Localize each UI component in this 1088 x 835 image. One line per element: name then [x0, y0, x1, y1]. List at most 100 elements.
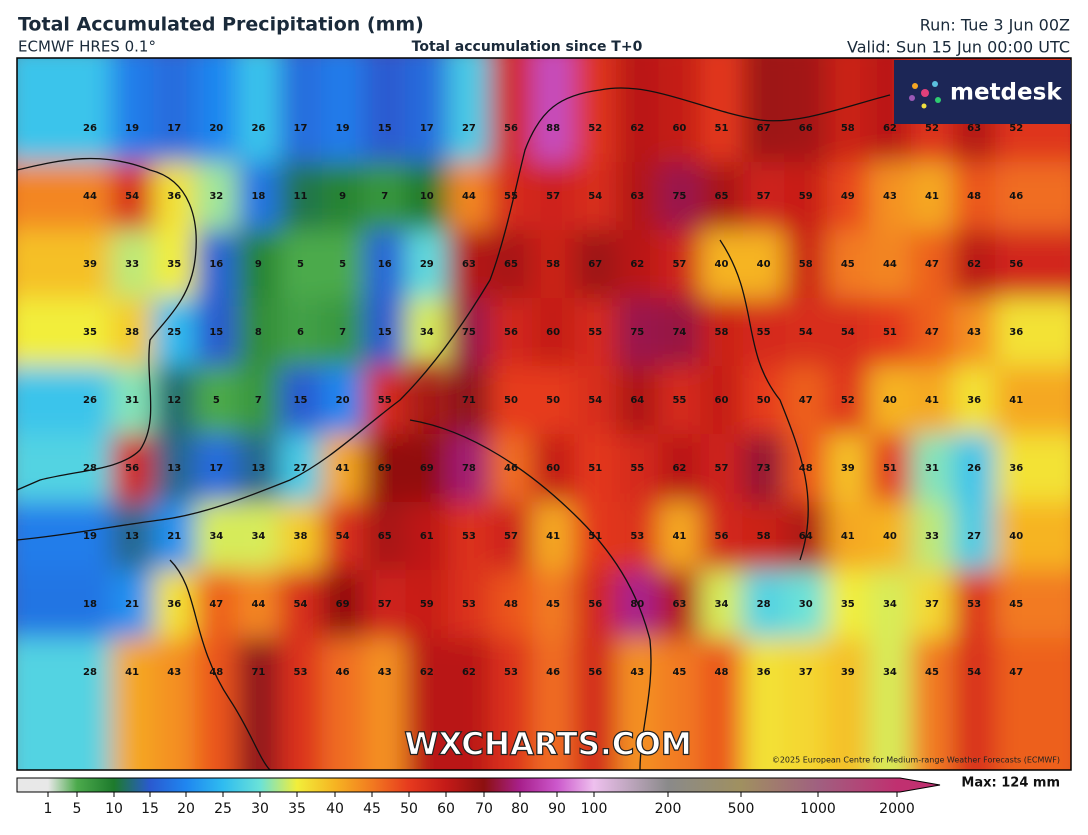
field-cell [405, 434, 448, 502]
grid-value: 30 [799, 599, 813, 610]
field-cell [405, 570, 448, 638]
grid-value: 44 [251, 599, 265, 610]
field-cell [489, 230, 533, 298]
colorbar-tick-label: 70 [475, 801, 493, 817]
grid-value: 34 [883, 599, 897, 610]
grid-value: 63 [967, 123, 981, 134]
grid-value: 51 [588, 531, 602, 542]
field-cell [405, 58, 448, 162]
field-cell [321, 298, 364, 366]
grid-labels: 26 19 17 20 26 17 19 15 17 27 56 88 52 62 60 51 67 66 58 62… [83, 123, 1023, 678]
field-cell [826, 162, 869, 230]
grid-value: 28 [757, 599, 771, 610]
field-cell [111, 366, 154, 434]
grid-value: 32 [209, 191, 223, 202]
grid-value: 60 [546, 327, 560, 338]
field-cell [153, 434, 196, 502]
grid-value: 56 [504, 123, 518, 134]
field-cell [111, 58, 154, 162]
grid-value: 62 [462, 667, 476, 678]
grid-value: 54 [588, 191, 602, 202]
grid-value: 13 [167, 463, 181, 474]
field-cell [532, 434, 575, 502]
field-cell [153, 638, 196, 770]
field-cell [363, 162, 406, 230]
field-cell [447, 638, 490, 770]
field-cell [489, 298, 533, 366]
grid-value: 50 [546, 395, 560, 406]
field-cell [195, 434, 238, 502]
grid-value: 60 [715, 395, 729, 406]
field-cell [17, 366, 112, 434]
field-cell [742, 162, 785, 230]
field-cell [910, 366, 954, 434]
grid-value: 48 [799, 463, 813, 474]
field-cell [700, 434, 743, 502]
grid-value: 54 [799, 327, 813, 338]
field-cell [868, 298, 911, 366]
grid-value: 33 [125, 259, 139, 270]
grid-value: 60 [672, 123, 686, 134]
field-cell [279, 230, 322, 298]
grid-value: 56 [715, 531, 729, 542]
grid-value: 34 [715, 599, 729, 610]
grid-value: 18 [251, 191, 265, 202]
watermark: WXCHARTS.COM [404, 727, 691, 763]
grid-value: 45 [925, 667, 939, 678]
grid-value: 56 [1009, 259, 1023, 270]
grid-value: 28 [83, 667, 97, 678]
grid-value: 43 [967, 327, 981, 338]
field-cell [910, 502, 954, 570]
field-cell [742, 230, 785, 298]
field-cell [489, 58, 533, 162]
field-cell [574, 434, 617, 502]
grid-value: 27 [294, 463, 308, 474]
field-cell [321, 366, 364, 434]
field-cell [868, 570, 911, 638]
logo-icon [909, 81, 941, 109]
field-cell [784, 298, 827, 366]
field-cell [532, 230, 575, 298]
field-cell [17, 502, 112, 570]
grid-value: 15 [294, 395, 308, 406]
grid-value: 36 [167, 599, 181, 610]
grid-value: 26 [83, 123, 97, 134]
grid-value: 19 [336, 123, 350, 134]
field-cell [742, 366, 785, 434]
field [17, 58, 1071, 770]
field-cell [321, 638, 364, 770]
grid-value: 34 [420, 327, 434, 338]
colorbar-tick-label: 30 [251, 801, 269, 817]
grid-value: 55 [672, 395, 686, 406]
grid-value: 21 [167, 531, 181, 542]
grid-value: 31 [125, 395, 139, 406]
field-cell [868, 366, 911, 434]
colorbar: 1 5 10 15 20 25 30 35 40 45 50 60 70 80 90 100 200 500 100… [16, 777, 941, 817]
field-cell [532, 502, 575, 570]
field-cell [195, 366, 238, 434]
grid-value: 19 [83, 531, 97, 542]
field-cell [489, 366, 533, 434]
grid-value: 62 [420, 667, 434, 678]
field-cell [574, 230, 617, 298]
field-cell [321, 230, 364, 298]
grid-value: 63 [630, 191, 644, 202]
grid-value: 36 [757, 667, 771, 678]
field-cell [616, 58, 659, 162]
grid-value: 38 [294, 531, 308, 542]
field-cell [700, 570, 743, 638]
field-cell [995, 162, 1071, 230]
grid-value: 44 [462, 191, 476, 202]
grid-value: 58 [841, 123, 855, 134]
field-cell [279, 366, 322, 434]
grid-value: 40 [715, 259, 729, 270]
logo: metdesk [950, 80, 1062, 106]
grid-value: 53 [462, 599, 476, 610]
field-cell [953, 230, 996, 298]
grid-value: 28 [83, 463, 97, 474]
colorbar-tick-label: 45 [363, 801, 381, 817]
field-cell [616, 502, 659, 570]
grid-value: 55 [588, 327, 602, 338]
grid-value: 75 [630, 327, 644, 338]
grid-value: 47 [799, 395, 813, 406]
